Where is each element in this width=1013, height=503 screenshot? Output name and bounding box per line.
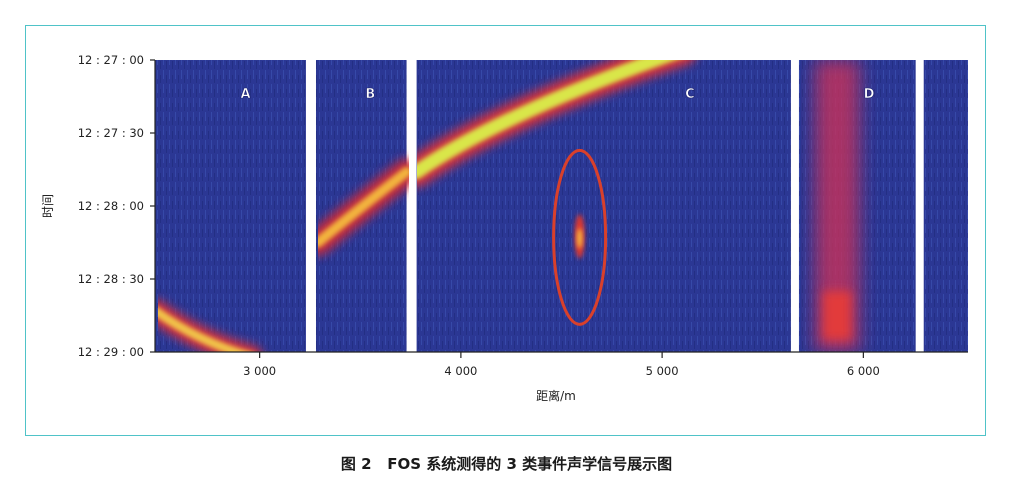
x-tick-label: 4 000 bbox=[444, 364, 477, 378]
y-tick-label: 12 : 29 : 00 bbox=[78, 345, 144, 359]
region-label-d: D bbox=[864, 87, 875, 102]
band-d-hotspot bbox=[823, 291, 852, 340]
x-tick-label: 3 000 bbox=[243, 364, 276, 378]
track-c-core bbox=[417, 60, 676, 179]
x-tick-label: 6 000 bbox=[847, 364, 880, 378]
track-a-core bbox=[158, 307, 252, 352]
panel-extra bbox=[923, 60, 968, 352]
panel-a bbox=[155, 60, 306, 352]
y-tick-label: 12 : 27 : 00 bbox=[78, 53, 144, 67]
region-label-a: A bbox=[241, 87, 251, 102]
highlight-ellipse bbox=[552, 148, 608, 326]
region-label-b: B bbox=[365, 87, 375, 102]
x-axis-label: 距离/m bbox=[536, 388, 576, 403]
y-axis-label: 时间 bbox=[41, 194, 55, 218]
figure-caption: 图 2 FOS 系统测得的 3 类事件声学信号展示图 bbox=[0, 453, 1013, 474]
y-tick-label: 12 : 28 : 30 bbox=[78, 272, 144, 286]
y-tick-label: 12 : 27 : 30 bbox=[78, 126, 144, 140]
y-tick-label: 12 : 28 : 00 bbox=[78, 199, 144, 213]
figure-title: FOS 系统测得的 3 类事件声学信号展示图 bbox=[387, 455, 673, 473]
x-tick-label: 5 000 bbox=[646, 364, 679, 378]
figure-number: 图 2 bbox=[340, 455, 372, 473]
event-point-core bbox=[577, 228, 583, 249]
region-label-c: C bbox=[685, 87, 695, 102]
track-b-core bbox=[318, 166, 409, 248]
